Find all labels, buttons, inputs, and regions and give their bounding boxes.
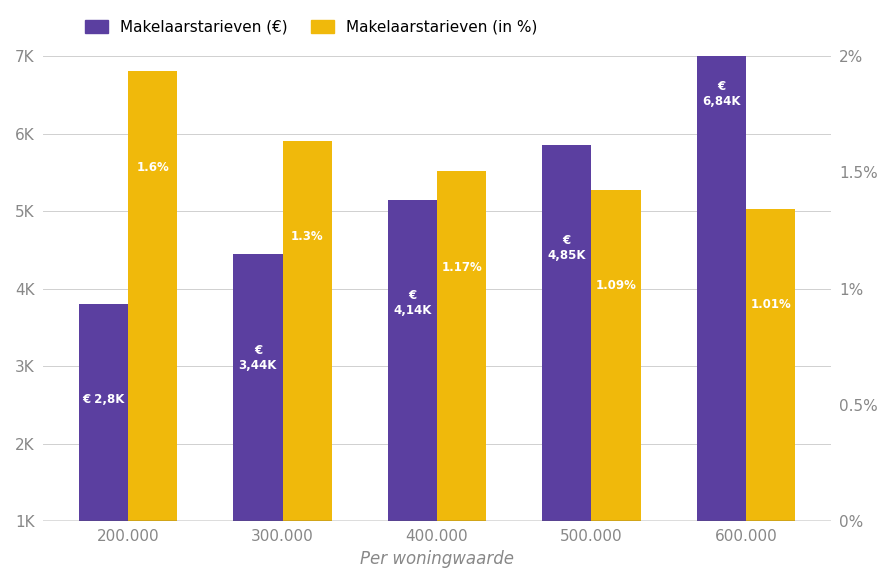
Text: 1.09%: 1.09%	[596, 279, 637, 292]
Text: €
4,14K: € 4,14K	[393, 289, 431, 317]
Legend: Makelaarstarieven (€), Makelaarstarieven (in %): Makelaarstarieven (€), Makelaarstarieven…	[79, 13, 544, 41]
Text: 1.6%: 1.6%	[137, 161, 169, 174]
Bar	[542, 145, 591, 521]
Text: € 2,8K: € 2,8K	[82, 393, 124, 406]
Text: 1.17%: 1.17%	[441, 261, 482, 273]
Text: 1.3%: 1.3%	[291, 230, 323, 244]
Bar	[128, 72, 178, 521]
X-axis label: Per woningwaarde: Per woningwaarde	[360, 550, 514, 568]
Bar	[437, 171, 487, 521]
Text: 1.01%: 1.01%	[750, 298, 791, 311]
Text: €
4,85K: € 4,85K	[547, 234, 586, 262]
Bar	[233, 254, 282, 521]
Bar	[697, 0, 746, 521]
Text: €
6,84K: € 6,84K	[702, 80, 740, 108]
Bar	[746, 209, 796, 521]
Bar	[282, 141, 332, 521]
Text: €
3,44K: € 3,44K	[238, 343, 277, 371]
Bar	[79, 304, 128, 521]
Bar	[591, 190, 641, 521]
Bar	[388, 200, 437, 521]
